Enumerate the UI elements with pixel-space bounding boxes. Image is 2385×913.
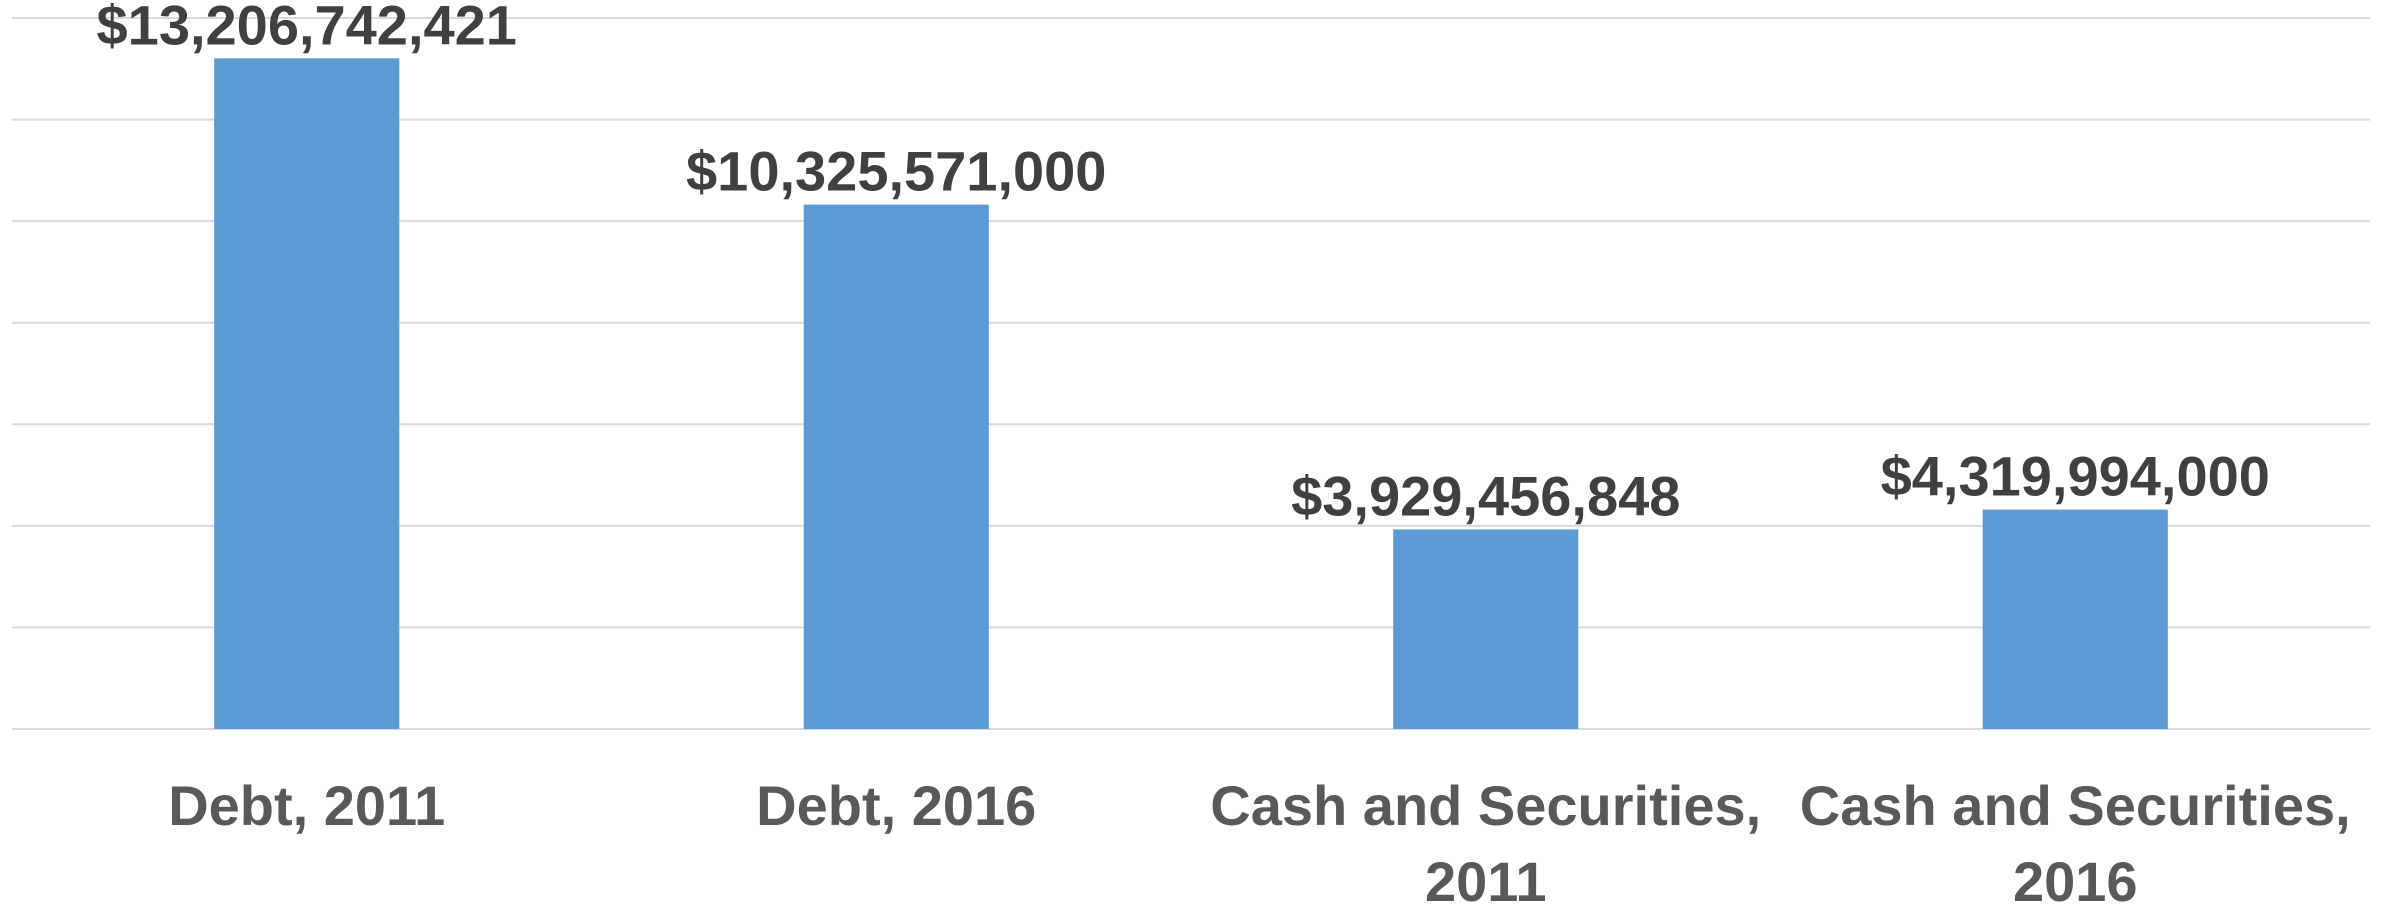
bar <box>214 58 400 730</box>
data-label: $3,929,456,848 <box>1291 464 1680 527</box>
bar <box>1393 529 1579 729</box>
bar <box>803 204 989 729</box>
x-tick-label: Cash and Securities, 2016 <box>1799 774 2351 913</box>
data-label: $13,206,742,421 <box>97 0 517 56</box>
x-tick-label: Debt, 2016 <box>756 774 1037 837</box>
data-label: $4,319,994,000 <box>1881 445 2270 508</box>
x-tick-label: Debt, 2011 <box>168 774 446 837</box>
x-tick-label: Cash and Securities, 2011 <box>1210 774 1762 913</box>
bar <box>1982 509 2168 729</box>
data-label: $10,325,571,000 <box>686 140 1106 203</box>
